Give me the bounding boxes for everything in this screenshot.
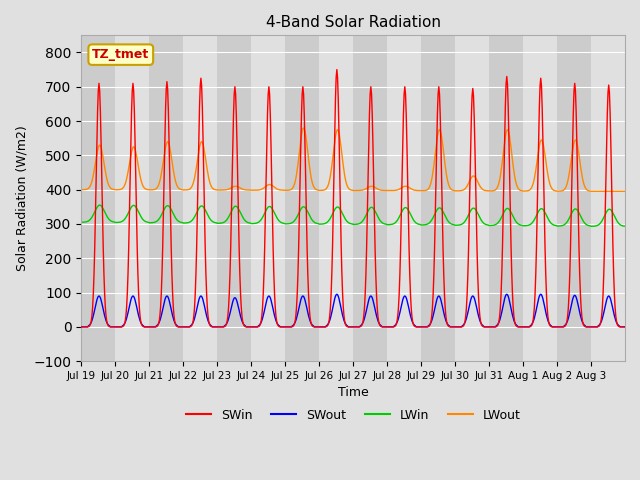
Bar [81, 36, 115, 361]
Bar [421, 36, 455, 361]
LWout [605, 189, 613, 194]
SWin [289, 324, 296, 329]
Bar [523, 36, 557, 361]
Bar [387, 36, 421, 361]
LWin [289, 219, 297, 225]
SWout [77, 324, 85, 330]
SWout [141, 324, 149, 330]
Bar [455, 36, 489, 361]
Bar [149, 36, 183, 361]
SWout [241, 323, 249, 328]
SWin [333, 67, 340, 72]
SWout [268, 300, 276, 306]
Bar [115, 36, 149, 361]
Line: LWout: LWout [81, 128, 624, 192]
SWout [620, 324, 628, 330]
LWout [241, 187, 249, 192]
SWin [77, 324, 85, 330]
SWin [241, 324, 249, 329]
SWout [440, 310, 447, 315]
Bar [285, 36, 319, 361]
LWout [410, 187, 417, 192]
Bar [217, 36, 251, 361]
LWout [440, 151, 447, 156]
LWin [142, 219, 150, 225]
LWin [96, 202, 104, 208]
Line: SWin: SWin [81, 70, 624, 327]
Y-axis label: Solar Radiation (W/m2): Solar Radiation (W/m2) [15, 125, 28, 271]
LWout [289, 186, 296, 192]
Bar [319, 36, 353, 361]
Line: SWout: SWout [81, 294, 624, 327]
Bar [251, 36, 285, 361]
LWin [77, 219, 85, 225]
LWin [410, 217, 417, 223]
LWin [269, 206, 276, 212]
LWin [587, 224, 595, 229]
SWout [410, 321, 417, 326]
LWin [620, 223, 628, 229]
LWout [77, 187, 85, 192]
LWout [141, 186, 149, 192]
Bar [591, 36, 625, 361]
LWout [620, 188, 628, 194]
LWin [242, 218, 250, 224]
X-axis label: Time: Time [338, 386, 369, 399]
Bar [183, 36, 217, 361]
SWin [410, 321, 417, 327]
SWin [620, 324, 628, 330]
SWout [289, 323, 296, 329]
SWout [333, 291, 340, 297]
Text: TZ_tmet: TZ_tmet [92, 48, 149, 61]
Bar [557, 36, 591, 361]
Line: LWin: LWin [81, 205, 624, 227]
LWin [440, 210, 447, 216]
SWin [440, 272, 447, 278]
Bar [489, 36, 523, 361]
SWin [268, 179, 276, 184]
Title: 4-Band Solar Radiation: 4-Band Solar Radiation [266, 15, 440, 30]
Legend: SWin, SWout, LWin, LWout: SWin, SWout, LWin, LWout [180, 404, 525, 427]
Bar [353, 36, 387, 361]
LWout [300, 125, 307, 131]
SWin [141, 324, 149, 330]
LWout [268, 182, 276, 188]
